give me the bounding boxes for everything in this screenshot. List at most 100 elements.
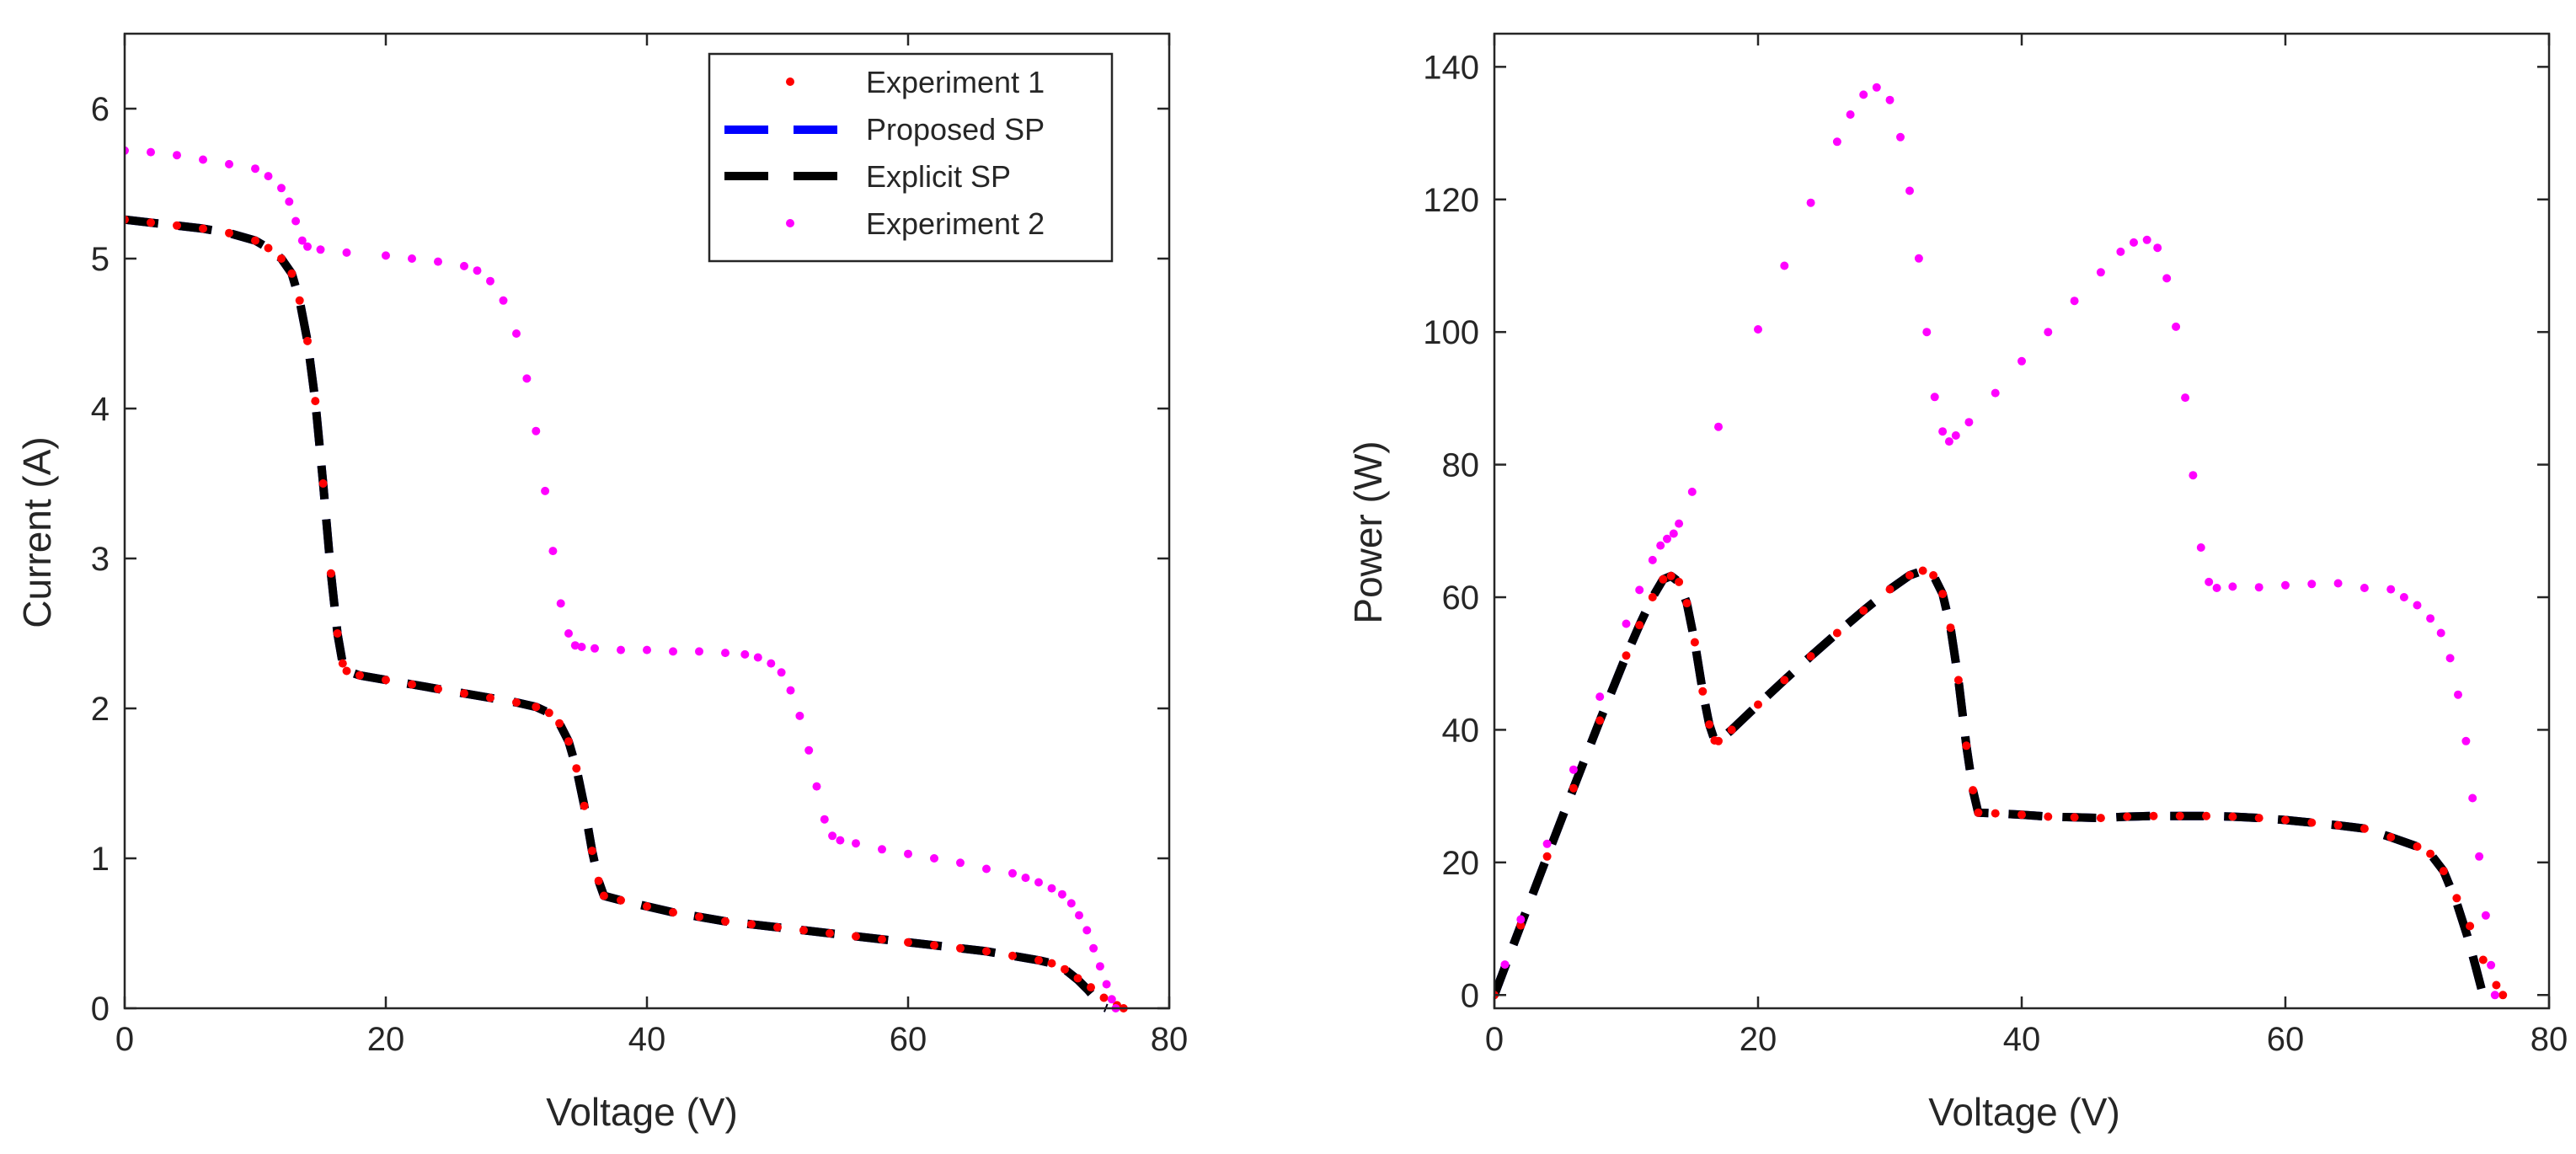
iv-experiment-2-point — [522, 374, 532, 383]
iv-experiment-1-point — [826, 929, 834, 938]
pv-experiment-2-point — [1714, 422, 1723, 431]
iv-experiment-2-point — [541, 486, 550, 495]
iv-experiment-2-point — [836, 836, 845, 845]
pv-experiment-2-point — [1780, 261, 1789, 270]
legend-entry-proposed-sp: Proposed SP — [724, 112, 1045, 147]
iv-experiment-2-point — [643, 645, 651, 654]
pv-experiment-1-point — [2439, 867, 2448, 876]
legend-entry-explicit-sp: Explicit SP — [724, 159, 1011, 194]
iv-experiment-1-point — [199, 224, 207, 233]
pv-experiment-2-point — [2386, 585, 2396, 594]
iv-experiment-1-point — [512, 697, 521, 707]
iv-experiment-2-point — [147, 147, 155, 157]
pv-experiment-2-point — [1872, 83, 1881, 92]
pv-experiment-2-point — [2116, 247, 2125, 256]
legend-label-proposed-sp: Proposed SP — [866, 112, 1045, 147]
pv-experiment-1-point — [1682, 599, 1692, 608]
pv-experiment-2-point — [1964, 418, 1974, 427]
pv-experiment-1-point — [1946, 623, 1955, 633]
pv-experiment-1-point — [1962, 741, 1971, 751]
iv-experiment-2-point — [982, 864, 991, 874]
iv-experiment-2-point — [1107, 995, 1116, 1004]
iv-experiment-2-point — [225, 159, 233, 168]
pv-experiment-1-point — [1714, 736, 1723, 745]
pv-y-tick-label: 0 — [1461, 977, 1479, 1014]
pv-experiment-1-point — [1622, 651, 1631, 660]
pv-experiment-1-point — [1648, 593, 1657, 601]
legend: Experiment 1 Proposed SP Explicit SP Exp… — [708, 52, 1114, 263]
iv-experiment-1-point — [580, 801, 589, 810]
iv-x-tick-label: 80 — [1151, 1021, 1189, 1058]
iv-experiment-1-point — [695, 912, 703, 922]
pv-experiment-1-point — [2281, 815, 2290, 825]
pv-experiment-2-point — [1595, 692, 1605, 702]
pv-experiment-1-point — [1953, 676, 1963, 685]
iv-experiment-2-point — [878, 845, 886, 854]
iv-experiment-1-point — [408, 680, 416, 689]
iv-experiment-2-point — [556, 599, 565, 608]
pv-experiment-2-point — [2172, 322, 2181, 331]
pv-experiment-2-point — [2153, 243, 2162, 253]
pv-experiment-2-point — [2254, 583, 2263, 592]
iv-experiment-1-point — [544, 708, 553, 718]
pv-experiment-1-point — [1675, 577, 1684, 586]
iv-experiment-1-point — [264, 243, 273, 253]
pv-experiment-1-point — [2499, 991, 2508, 1000]
iv-experiment-2-point — [753, 653, 762, 662]
pv-experiment-1-point — [2044, 812, 2053, 821]
iv-experiment-1-point — [617, 895, 625, 905]
iv-experiment-2-point — [591, 644, 599, 653]
iv-experiment-2-point — [434, 257, 442, 266]
pv-experiment-1-point — [1918, 566, 1927, 575]
pv-experiment-2-point — [2228, 582, 2237, 591]
pv-experiment-1-point — [1969, 786, 1978, 795]
pv-x-tick-label: 80 — [2531, 1021, 2568, 1058]
iv-experiment-1-point — [434, 684, 442, 693]
iv-experiment-1-point — [599, 891, 608, 900]
iv-experiment-2-point — [577, 643, 586, 651]
iv-experiment-2-point — [285, 197, 294, 206]
iv-experiment-2-point — [532, 426, 541, 435]
iv-experiment-2-point — [303, 242, 312, 251]
pv-experiment-2-point — [2436, 628, 2445, 638]
pv-experiment-2-point — [1991, 388, 2000, 398]
iv-experiment-2-point — [828, 831, 837, 841]
iv-experiment-2-point — [777, 668, 786, 677]
pv-experiment-1-point — [2123, 812, 2132, 821]
iv-experiment-2-point — [291, 216, 301, 226]
pv-experiment-2-point — [1669, 529, 1678, 538]
pv-y-tick-label: 20 — [1442, 845, 1480, 882]
pv-experiment-2-point — [1944, 437, 1953, 446]
iv-experiment-1-point — [1034, 956, 1043, 964]
pv-experiment-2-point — [2445, 654, 2455, 663]
pv-experiment-2-point — [2468, 793, 2477, 803]
iv-experiment-2-point — [695, 647, 703, 656]
pv-experiment-1-point — [1806, 652, 1815, 661]
pv-experiment-2-point — [1951, 431, 1960, 440]
pv-experiment-1-point — [2492, 980, 2501, 990]
iv-experiment-2-point — [904, 849, 912, 858]
iv-x-tick-label: 20 — [367, 1021, 405, 1058]
pv-experiment-2-point — [1648, 555, 1657, 564]
pv-experiment-2-point — [1754, 325, 1762, 334]
iv-experiment-1-point — [852, 932, 860, 941]
pv-experiment-1-point — [1974, 808, 1983, 817]
pv-y-axis-label: Power (W) — [1346, 441, 1390, 623]
legend-label-experiment-1: Experiment 1 — [866, 65, 1045, 99]
iv-experiment-2-point — [1057, 890, 1066, 899]
iv-experiment-1-point — [572, 764, 581, 773]
pv-experiment-1-point — [1569, 783, 1578, 793]
pv-x-axis-label: Voltage (V) — [1928, 1090, 2120, 1134]
pv-experiment-2-point — [1846, 110, 1855, 119]
iv-experiment-2-point — [499, 296, 508, 305]
iv-experiment-1-point — [532, 703, 541, 712]
pv-experiment-2-point — [1896, 132, 1905, 142]
iv-experiment-2-point — [617, 645, 625, 654]
pv-experiment-2-point — [1922, 328, 1932, 337]
iv-experiment-1-point — [1087, 983, 1095, 992]
iv-experiment-2-point — [408, 254, 416, 263]
iv-experiment-2-point — [956, 858, 965, 868]
iv-experiment-1-point — [1008, 951, 1017, 960]
iv-experiment-1-point — [982, 947, 991, 956]
pv-experiment-1-point — [1905, 571, 1914, 580]
